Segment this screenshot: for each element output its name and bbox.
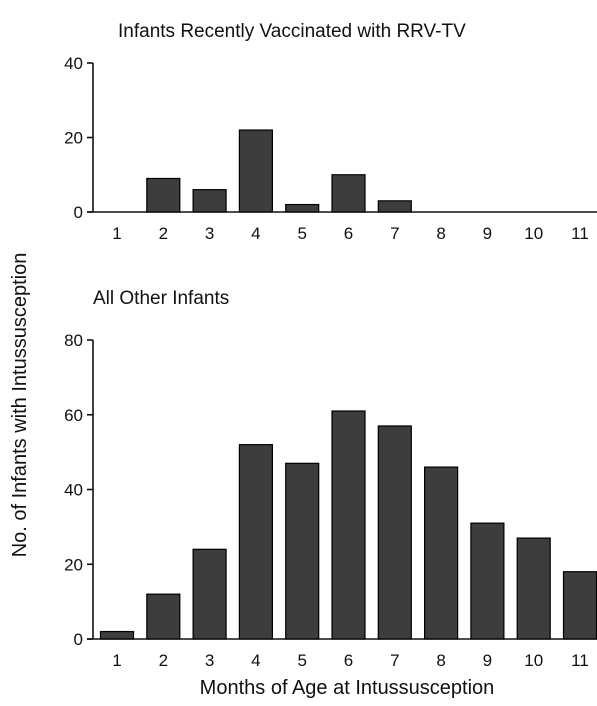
vaccinated-x-tick-label: 11 xyxy=(571,224,589,243)
vaccinated-y-tick-label: 40 xyxy=(64,54,83,73)
vaccinated-x-tick-label: 8 xyxy=(436,224,445,243)
vaccinated-y-tick-label: 20 xyxy=(64,129,83,148)
vaccinated-panel: Infants Recently Vaccinated with RRV-TV … xyxy=(64,21,597,243)
vaccinated-bar-month-5 xyxy=(285,203,320,213)
vaccinated-bar-month-6 xyxy=(331,174,366,213)
other-x-tick-label: 1 xyxy=(112,651,121,670)
other-panel-title: All Other Infants xyxy=(93,288,229,309)
other-bar-month-2 xyxy=(146,593,181,640)
vaccinated-x-tick-label: 7 xyxy=(390,224,399,243)
vaccinated-bars xyxy=(146,129,412,213)
vaccinated-bar-month-2 xyxy=(146,177,181,213)
other-bar-month-11 xyxy=(562,571,597,640)
other-x-tick-label: 11 xyxy=(571,651,589,670)
other-x-tick-label: 5 xyxy=(297,651,306,670)
other-x-tick-label: 10 xyxy=(524,651,543,670)
other-bar-month-5 xyxy=(285,462,320,640)
other-y-tick-label: 40 xyxy=(64,481,83,500)
vaccinated-panel-title: Infants Recently Vaccinated with RRV-TV xyxy=(118,21,466,42)
other-bars xyxy=(99,410,597,640)
other-y-tick-label: 80 xyxy=(64,331,83,350)
vaccinated-bar-month-3 xyxy=(192,189,227,213)
other-x-tick-label: 7 xyxy=(390,651,399,670)
vaccinated-x-tick-label: 10 xyxy=(524,224,543,243)
other-x-tick-label: 6 xyxy=(344,651,353,670)
vaccinated-x-tick-label: 9 xyxy=(483,224,492,243)
other-bar-month-3 xyxy=(192,548,227,640)
vaccinated-x-tick-label: 2 xyxy=(159,224,168,243)
other-x-tick-label: 2 xyxy=(159,651,168,670)
other-bar-month-1 xyxy=(99,630,135,640)
y-axis-title: No. of Infants with Intussusception xyxy=(9,253,31,558)
other-bar-month-8 xyxy=(424,466,459,640)
other-x-tick-label: 9 xyxy=(483,651,492,670)
vaccinated-bar-month-7 xyxy=(377,200,412,213)
other-x-tick-label: 8 xyxy=(436,651,445,670)
vaccinated-bar-month-4 xyxy=(238,129,273,213)
vaccinated-x-tick-label: 1 xyxy=(112,224,121,243)
other-y-tick-label: 0 xyxy=(74,630,83,649)
other-bar-month-6 xyxy=(331,410,366,640)
other-ticks: 0 20 40 60 80 1 2 3 4 5 6 7 8 9 10 11 xyxy=(64,331,589,670)
vaccinated-x-tick-label: 3 xyxy=(205,224,214,243)
other-bar-month-9 xyxy=(470,522,505,640)
other-y-tick-label: 20 xyxy=(64,555,83,574)
vaccinated-ticks: 0 20 40 1 2 3 4 5 6 7 8 9 10 11 xyxy=(64,54,589,243)
other-y-tick-label: 60 xyxy=(64,406,83,425)
other-x-tick-label: 3 xyxy=(205,651,214,670)
vaccinated-x-tick-label: 5 xyxy=(297,224,306,243)
vaccinated-y-tick-label: 0 xyxy=(74,203,83,222)
vaccinated-x-tick-label: 6 xyxy=(344,224,353,243)
other-x-tick-label: 4 xyxy=(251,651,260,670)
x-axis-title: Months of Age at Intussusception xyxy=(200,677,495,699)
other-panel: All Other Infants 0 20 40 60 80 1 2 3 4 5 6 7 8 9 10 11 xyxy=(64,288,597,670)
other-bar-month-10 xyxy=(516,537,551,640)
other-bar-month-7 xyxy=(377,425,412,640)
other-bar-month-4 xyxy=(238,444,273,640)
vaccinated-x-tick-label: 4 xyxy=(251,224,260,243)
